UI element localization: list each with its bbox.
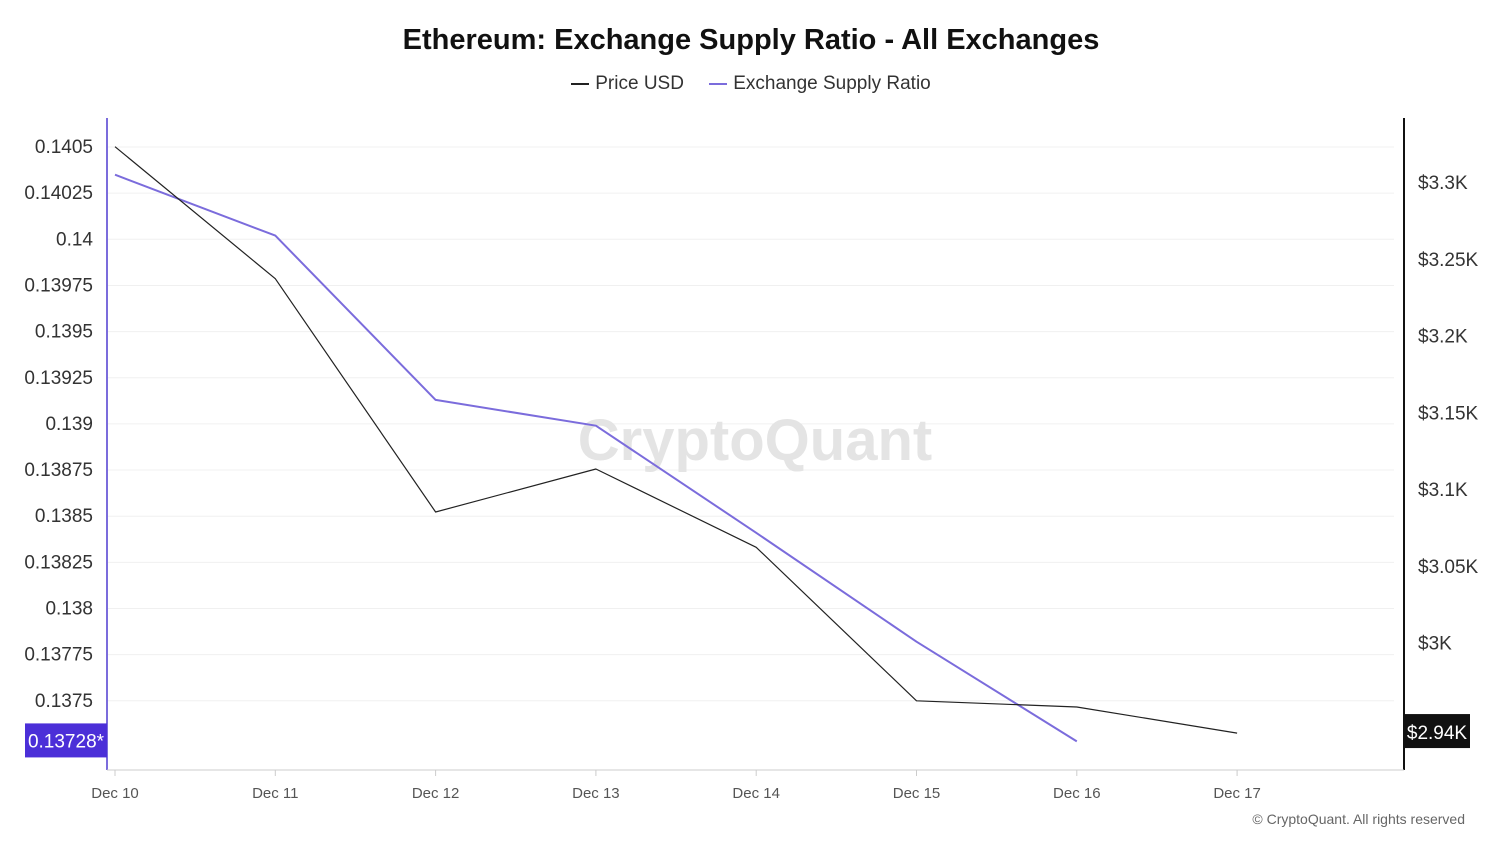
left-tick-label: 0.14025 bbox=[24, 183, 93, 204]
right-current-value-badge bbox=[1404, 714, 1470, 749]
grid-layer bbox=[107, 146, 1394, 702]
labels-layer: 0.1405 0.14025 0.14 0.13975 0.1395 0.13925 0.1… bbox=[24, 137, 1478, 802]
legend-item-price[interactable]: Price USD bbox=[571, 73, 684, 95]
right-tick-label: $3.3K bbox=[1418, 173, 1468, 194]
legend-swatch-price bbox=[571, 82, 590, 85]
left-tick-label: 0.1405 bbox=[35, 137, 93, 158]
copyright: © CryptoQuant. All rights reserved bbox=[1252, 811, 1465, 827]
left-tick-label: 0.1375 bbox=[35, 691, 93, 712]
right-tick-label: $3.15K bbox=[1418, 403, 1479, 424]
right-tick-label: $3.2K bbox=[1418, 327, 1468, 348]
legend-swatch-supply-ratio bbox=[709, 82, 728, 85]
left-tick-label: 0.13975 bbox=[24, 275, 93, 296]
left-tick-label: 0.139 bbox=[45, 414, 93, 435]
legend-label-price: Price USD bbox=[595, 73, 684, 94]
x-tick-label: Dec 17 bbox=[1213, 785, 1261, 802]
x-tick-label: Dec 15 bbox=[893, 785, 941, 802]
left-tick-label: 0.13775 bbox=[24, 645, 93, 666]
series-line-price-usd bbox=[114, 146, 1238, 734]
legend-item-supply-ratio[interactable]: Exchange Supply Ratio bbox=[709, 73, 931, 95]
x-tick-label: Dec 10 bbox=[91, 785, 139, 802]
axes-layer bbox=[106, 118, 1405, 776]
chart-title: Ethereum: Exchange Supply Ratio - All Ex… bbox=[402, 24, 1100, 56]
left-tick-label: 0.1385 bbox=[35, 506, 93, 527]
x-tick-label: Dec 11 bbox=[252, 785, 298, 802]
series-line-exchange-supply-ratio bbox=[114, 173, 1078, 743]
x-tick-label: Dec 12 bbox=[412, 785, 460, 802]
right-tick-label: $3.05K bbox=[1418, 557, 1479, 578]
series-layer bbox=[114, 146, 1238, 743]
left-tick-label: 0.1395 bbox=[35, 322, 93, 343]
left-current-value-badge bbox=[25, 723, 107, 758]
right-tick-label: $3K bbox=[1418, 634, 1452, 655]
x-tick-label: Dec 13 bbox=[572, 785, 620, 802]
left-tick-label: 0.13925 bbox=[24, 368, 93, 389]
right-tick-label: $3.25K bbox=[1418, 250, 1479, 271]
left-tick-label: 0.14 bbox=[56, 229, 93, 250]
watermark: CryptoQuant bbox=[578, 408, 932, 473]
right-tick-label: $3.1K bbox=[1418, 480, 1468, 501]
x-tick-label: Dec 16 bbox=[1053, 785, 1101, 802]
right-current-value-label: $2.94K bbox=[1407, 723, 1468, 744]
left-tick-label: 0.13875 bbox=[24, 460, 93, 481]
legend-label-supply-ratio: Exchange Supply Ratio bbox=[733, 73, 931, 94]
left-current-value-label: 0.13728* bbox=[28, 731, 105, 752]
legend: Price USD Exchange Supply Ratio bbox=[0, 73, 1502, 95]
left-tick-label: 0.138 bbox=[45, 599, 93, 620]
x-tick-label: Dec 14 bbox=[732, 785, 780, 802]
left-tick-label: 0.13825 bbox=[24, 552, 93, 573]
